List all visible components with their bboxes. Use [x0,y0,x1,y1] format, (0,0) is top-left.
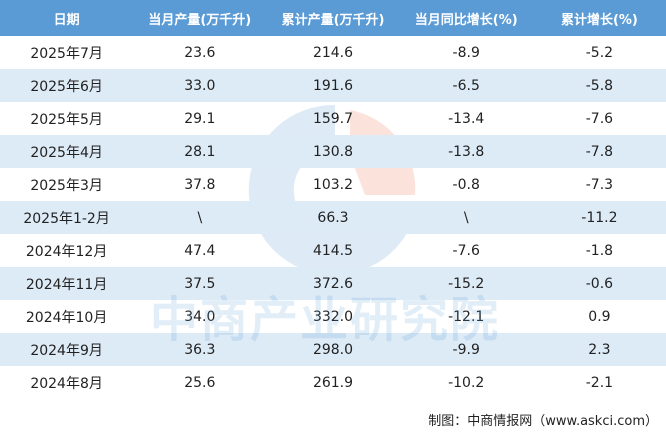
table-cell: -7.8 [585,143,614,160]
header-cell: 当月同比增长(%) [414,12,518,28]
table-cell: 159.7 [312,110,354,127]
table-cell: 2025年1-2月 [23,210,110,227]
footer: 制图：中商情报网（www.askci.com） [428,414,658,429]
watermark: 中商产业研究院 [150,292,501,348]
table-row: 2025年4月 28.1 130.8 -13.8 -7.8 [0,135,666,168]
table-row: 2025年6月 33.0 191.6 -6.5 -5.8 [0,69,666,102]
table-cell: -6.5 [452,77,480,94]
table-cell: 2024年8月 [30,375,103,392]
header-cell: 累计增长(%) [560,12,638,28]
table-cell: 332.0 [312,308,354,325]
table-cell: -13.8 [448,143,485,160]
table-cell: -0.6 [585,275,614,292]
table-cell: -13.4 [448,110,485,127]
table-cell: 28.1 [184,143,216,160]
table-cell: 191.6 [312,77,354,94]
table-row: 2024年12月 47.4 414.5 -7.6 -1.8 [0,234,666,267]
table-cell: -5.2 [585,44,614,61]
table-cell: \ [463,209,469,226]
table-cell: -15.2 [448,275,485,292]
table-cell: 29.1 [184,110,216,127]
table-row: 2024年9月 36.3 298.0 -9.9 2.3 [0,333,666,366]
table-cell: -7.6 [585,110,614,127]
table-cell: 2025年5月 [30,111,103,128]
table-cell: 47.4 [184,242,216,259]
table-cell: 0.9 [588,308,611,325]
table-cell: 2024年11月 [25,276,108,293]
table-cell: 2024年12月 [25,243,108,260]
table-cell: 23.6 [184,44,216,61]
table-cell: -12.1 [448,308,485,325]
table-cell: -7.3 [585,176,614,193]
table-cell: \ [197,209,203,226]
table-cell: -5.8 [585,77,614,94]
table-cell: -0.8 [452,176,480,193]
table-cell: 130.8 [312,143,354,160]
table-cell: 372.6 [312,275,354,292]
table-row: 2024年11月 37.5 372.6 -15.2 -0.6 [0,267,666,300]
table-cell: 103.2 [312,176,354,193]
table-cell: 2024年10月 [25,309,108,326]
table-cell: 37.8 [184,176,216,193]
table-row: 2024年8月 25.6 261.9 -10.2 -2.1 [0,366,666,399]
table-cell: 414.5 [312,242,354,259]
table-row: 2025年1-2月 \ 66.3 \ -11.2 [0,201,666,234]
table-cell: -1.8 [585,242,614,259]
table-cell: 34.0 [184,308,216,325]
table-cell: 33.0 [184,77,216,94]
table: 日期 当月产量(万千升) 累计产量(万千升) 当月同比增长(%) 累计增长(%) 2025… [0,0,666,399]
table-cell: 214.6 [312,44,354,61]
table-cell: 37.5 [184,275,216,292]
header-cell: 累计产量(万千升) [281,12,385,28]
table-cell: -10.2 [448,374,485,391]
table-row: 2024年10月 34.0 332.0 -12.1 0.9 [0,300,666,333]
table-cell: 2.3 [588,341,611,358]
table-cell: 25.6 [184,374,216,391]
header-row: 日期 当月产量(万千升) 累计产量(万千升) 当月同比增长(%) 累计增长(%) [0,0,666,36]
table-cell: 2025年6月 [30,78,103,95]
table-cell: -2.1 [585,374,614,391]
table-cell: -7.6 [452,242,480,259]
table-row: 2025年3月 37.8 103.2 -0.8 -7.3 [0,168,666,201]
table-row: 2025年7月 23.6 214.6 -8.9 -5.2 [0,36,666,69]
table-cell: 298.0 [312,341,354,358]
table-cell: 261.9 [312,374,354,391]
header-cell: 日期 [53,12,80,28]
header-cell: 当月产量(万千升) [148,12,252,28]
table-cell: 36.3 [184,341,216,358]
table-cell: 2025年4月 [30,144,103,161]
table-row: 2025年5月 29.1 159.7 -13.4 -7.6 [0,102,666,135]
table-cell: 2025年7月 [30,45,103,62]
table-cell: -9.9 [452,341,480,358]
table-cell: -11.2 [581,209,618,226]
table-cell: 2024年9月 [30,342,103,359]
table-cell: 2025年3月 [30,177,103,194]
table-cell: 66.3 [317,209,349,226]
table-cell: -8.9 [452,44,480,61]
